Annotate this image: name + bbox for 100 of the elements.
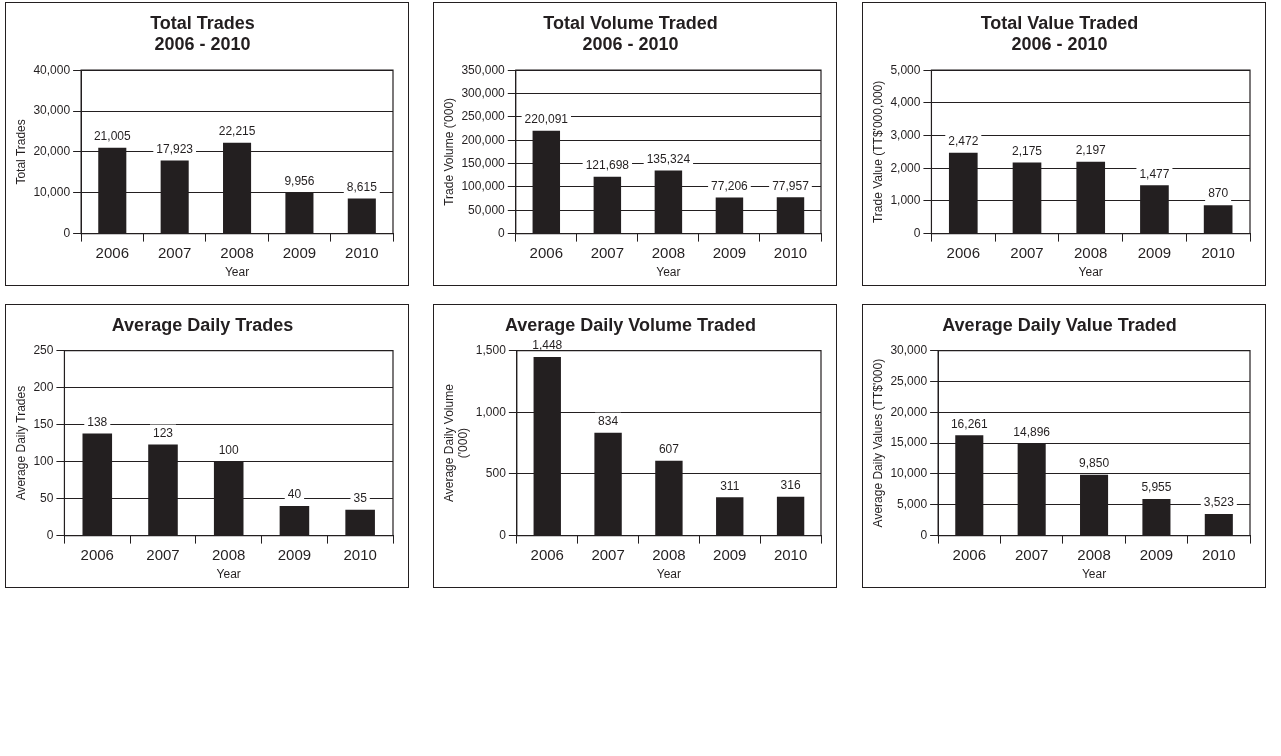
data-label: 16,261 xyxy=(950,416,988,431)
data-label: 22,215 xyxy=(218,124,256,139)
y-tick-label: 15,000 xyxy=(890,435,928,450)
data-label: 121,698 xyxy=(585,158,630,173)
x-tick-label: 2008 xyxy=(220,243,254,261)
data-label: 21,005 xyxy=(93,129,131,144)
y-tick-label: 1,000 xyxy=(890,193,921,208)
x-axis-title: Year xyxy=(656,567,682,582)
x-axis-title: Year xyxy=(1081,567,1107,582)
y-tick-label: 0 xyxy=(920,527,928,542)
y-tick-label: 0 xyxy=(499,527,507,542)
y-tick-label: 10,000 xyxy=(33,185,71,200)
y-tick-label: 2,000 xyxy=(890,160,921,175)
x-tick-label: 2006 xyxy=(952,545,986,563)
x-tick-label: 2006 xyxy=(95,243,129,261)
data-label: 3,523 xyxy=(1203,495,1235,510)
y-axis-title: Average Daily Values (TT$'000) xyxy=(870,358,885,528)
chart-title: Average Daily Trades xyxy=(111,314,294,335)
y-tick-label: 1,500 xyxy=(475,342,507,357)
y-axis-title: Trade Value (TT$'000,000) xyxy=(870,80,885,224)
data-label: 14,896 xyxy=(1013,425,1051,440)
data-label: 1,477 xyxy=(1139,166,1170,181)
data-label: 9,956 xyxy=(284,174,315,189)
x-tick-label: 2008 xyxy=(1077,545,1111,563)
y-tick-label: 4,000 xyxy=(890,95,921,110)
y-tick-label: 25,000 xyxy=(890,373,928,388)
y-tick-label: 500 xyxy=(485,466,507,481)
x-tick-label: 2009 xyxy=(1139,545,1174,563)
y-tick-label: 0 xyxy=(498,225,506,240)
x-tick-label: 2007 xyxy=(591,545,625,563)
x-tick-label: 2007 xyxy=(1014,545,1049,563)
chart-title: Total Trades 2006 - 2010 xyxy=(150,12,255,55)
x-tick-label: 2008 xyxy=(1074,243,1108,261)
y-tick-label: 5,000 xyxy=(890,62,921,77)
x-tick-label: 2008 xyxy=(652,545,686,563)
y-tick-label: 3,000 xyxy=(890,127,921,142)
data-label: 1,448 xyxy=(532,338,563,353)
x-tick-label: 2007 xyxy=(146,545,180,563)
y-tick-label: 300,000 xyxy=(461,85,506,100)
x-tick-label: 2006 xyxy=(529,243,563,261)
data-label: 100 xyxy=(218,442,240,457)
y-tick-label: 0 xyxy=(46,527,54,542)
y-tick-label: 0 xyxy=(63,225,71,240)
x-tick-label: 2010 xyxy=(1201,243,1235,261)
x-tick-label: 2008 xyxy=(212,545,246,563)
data-label: 35 xyxy=(353,491,368,506)
data-label: 77,206 xyxy=(711,178,749,193)
y-axis-title: Average Daily Trades xyxy=(13,385,28,501)
y-axis-title: Average Daily Volume ('000) xyxy=(441,383,470,503)
data-label: 2,175 xyxy=(1011,143,1043,158)
y-tick-label: 30,000 xyxy=(890,342,928,357)
x-tick-label: 2010 xyxy=(345,243,379,261)
x-tick-label: 2006 xyxy=(530,545,564,563)
data-label: 870 xyxy=(1208,186,1229,201)
x-tick-label: 2010 xyxy=(1202,545,1236,563)
y-axis-title: Total Trades xyxy=(13,119,28,185)
x-tick-label: 2006 xyxy=(946,243,980,261)
y-tick-label: 200,000 xyxy=(461,132,506,147)
y-tick-label: 40,000 xyxy=(33,62,71,77)
x-axis-title: Year xyxy=(656,265,681,280)
x-tick-label: 2007 xyxy=(1010,243,1044,261)
chart-title: Total Volume Traded 2006 - 2010 xyxy=(543,12,718,55)
data-label: 220,091 xyxy=(524,112,569,127)
data-label: 5,955 xyxy=(1141,480,1172,495)
y-tick-label: 10,000 xyxy=(890,466,928,481)
y-axis-title: Trade Volume ('000) xyxy=(441,97,456,206)
x-tick-label: 2010 xyxy=(773,243,808,261)
data-label: 316 xyxy=(780,477,801,492)
y-tick-label: 1,000 xyxy=(475,404,507,419)
data-label: 40 xyxy=(287,487,302,502)
y-tick-label: 100 xyxy=(33,453,54,468)
data-label: 8,615 xyxy=(346,179,378,194)
x-tick-label: 2008 xyxy=(651,243,686,261)
chart-title: Total Value Traded 2006 - 2010 xyxy=(980,12,1139,55)
y-tick-label: 350,000 xyxy=(461,62,506,77)
y-tick-label: 250 xyxy=(33,342,54,357)
y-tick-label: 0 xyxy=(913,225,921,240)
x-tick-label: 2009 xyxy=(1137,243,1172,261)
y-tick-label: 20,000 xyxy=(890,404,928,419)
x-tick-label: 2007 xyxy=(157,243,192,261)
data-label: 138 xyxy=(87,414,108,429)
data-label: 123 xyxy=(152,425,174,440)
x-tick-label: 2006 xyxy=(80,545,114,563)
y-tick-label: 150 xyxy=(33,416,54,431)
y-tick-label: 150,000 xyxy=(461,155,506,170)
data-label: 2,472 xyxy=(948,134,979,149)
y-tick-label: 100,000 xyxy=(461,179,506,194)
data-label: 9,850 xyxy=(1079,456,1110,471)
data-label: 2,197 xyxy=(1075,143,1107,158)
data-label: 77,957 xyxy=(772,178,810,193)
y-tick-label: 50 xyxy=(40,490,54,505)
x-axis-title: Year xyxy=(216,567,241,582)
x-tick-label: 2009 xyxy=(282,243,317,261)
data-label: 135,324 xyxy=(646,151,691,166)
x-tick-label: 2009 xyxy=(277,545,312,563)
data-label: 834 xyxy=(598,414,619,429)
y-tick-label: 5,000 xyxy=(897,497,928,512)
chart-title: Average Daily Volume Traded xyxy=(504,314,757,335)
y-tick-label: 50,000 xyxy=(468,202,506,217)
x-axis-title: Year xyxy=(224,265,250,280)
